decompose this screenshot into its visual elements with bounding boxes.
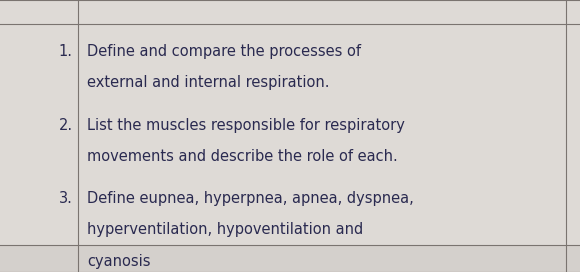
Text: 1.: 1. <box>59 44 72 59</box>
Text: cyanosis: cyanosis <box>87 254 150 269</box>
Text: hyperventilation, hypoventilation and: hyperventilation, hypoventilation and <box>87 222 363 237</box>
Text: List the muscles responsible for respiratory: List the muscles responsible for respira… <box>87 118 405 133</box>
Text: movements and describe the role of each.: movements and describe the role of each. <box>87 149 398 164</box>
Text: Define eupnea, hyperpnea, apnea, dyspnea,: Define eupnea, hyperpnea, apnea, dyspnea… <box>87 191 414 206</box>
Text: 3.: 3. <box>59 191 72 206</box>
Bar <box>0 245 580 272</box>
Bar <box>0 0 580 24</box>
Text: Define and compare the processes of: Define and compare the processes of <box>87 44 361 59</box>
Text: 2.: 2. <box>59 118 72 133</box>
Bar <box>0 24 580 245</box>
Text: external and internal respiration.: external and internal respiration. <box>87 75 329 91</box>
